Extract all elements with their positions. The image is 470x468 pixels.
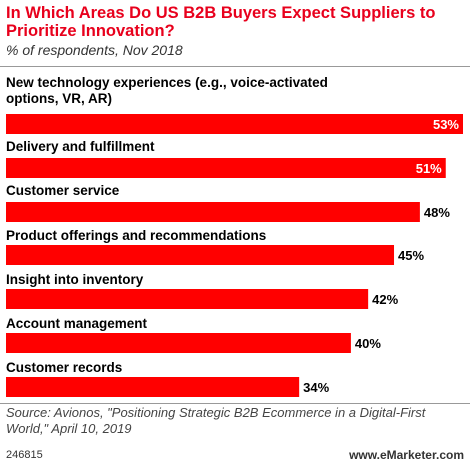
bar bbox=[6, 245, 395, 265]
value-label: 42% bbox=[372, 292, 398, 307]
value-label: 34% bbox=[303, 380, 329, 395]
category-label: Customer service bbox=[6, 183, 120, 198]
chart-subtitle: % of respondents, Nov 2018 bbox=[6, 42, 183, 58]
source-note: Source: Avionos, "Positioning Strategic … bbox=[6, 405, 426, 436]
category-label: Customer records bbox=[6, 360, 122, 375]
category-label: New technology experiences (e.g., voice-… bbox=[6, 75, 328, 106]
value-label: 40% bbox=[355, 336, 381, 351]
value-label: 53% bbox=[433, 117, 459, 132]
bar bbox=[6, 158, 446, 178]
category-label: Account management bbox=[6, 316, 148, 331]
bottom-divider bbox=[0, 403, 470, 404]
bar bbox=[6, 333, 351, 353]
bar bbox=[6, 202, 420, 222]
value-label: 48% bbox=[424, 205, 450, 220]
category-label: Insight into inventory bbox=[6, 272, 144, 287]
value-label: 51% bbox=[416, 161, 442, 176]
category-label: Product offerings and recommendations bbox=[6, 228, 266, 243]
category-label: Delivery and fulfillment bbox=[6, 139, 155, 154]
bar bbox=[6, 289, 369, 309]
brand-logo: www.eMarketer.com bbox=[349, 448, 464, 462]
chart-title: In Which Areas Do US B2B Buyers Expect S… bbox=[6, 4, 436, 40]
bar bbox=[6, 114, 463, 134]
chart-id: 246815 bbox=[6, 449, 43, 461]
bar-chart: New technology experiences (e.g., voice-… bbox=[6, 75, 463, 397]
top-divider bbox=[0, 66, 470, 67]
bar bbox=[6, 377, 300, 397]
value-label: 45% bbox=[398, 248, 424, 263]
